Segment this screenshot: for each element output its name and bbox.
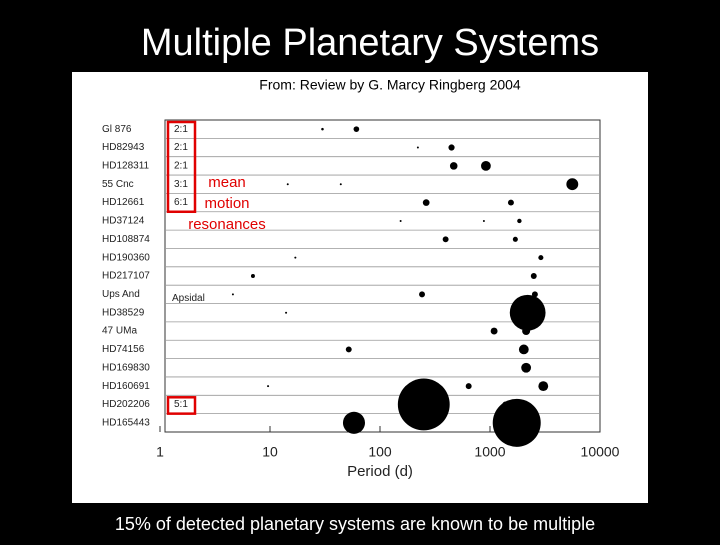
- resonance-label: 2:1: [174, 161, 188, 172]
- planet: [490, 327, 498, 335]
- planet: [416, 146, 419, 149]
- planet: [321, 127, 324, 131]
- plot-frame: [164, 119, 601, 433]
- x-tick-label: 100: [368, 444, 392, 460]
- note-label: Apsidal: [172, 293, 205, 304]
- planet: [518, 344, 529, 355]
- system-label: HD169830: [102, 362, 150, 373]
- x-tick-label: 1: [156, 444, 164, 460]
- resonance-label: 6:1: [174, 197, 188, 208]
- system-label: HD160691: [102, 381, 150, 392]
- planet: [512, 236, 518, 242]
- system-label: Ups And: [102, 289, 140, 300]
- system-label: 47 UMa: [102, 326, 137, 337]
- planet: [566, 178, 579, 191]
- planet: [286, 183, 289, 186]
- planet: [419, 291, 425, 298]
- planet: [538, 255, 544, 261]
- planet: [294, 256, 297, 259]
- system-label: HD37124: [102, 216, 145, 227]
- planet: [442, 236, 449, 243]
- planet: [521, 362, 532, 373]
- planet: [522, 327, 531, 336]
- planet: [342, 411, 366, 434]
- system-label: HD82943: [102, 142, 145, 153]
- planet: [507, 199, 514, 206]
- planet: [339, 183, 342, 186]
- planet: [465, 383, 472, 390]
- system-label: HD12661: [102, 197, 145, 208]
- planet: [285, 311, 288, 314]
- resonance-label: 3:1: [174, 179, 188, 190]
- resonance-box: [166, 396, 197, 415]
- system-label: HD190360: [102, 252, 150, 263]
- planet: [509, 294, 546, 331]
- x-tick-label: 1000: [474, 444, 505, 460]
- system-label: HD217107: [102, 271, 150, 282]
- system-label: HD38529: [102, 307, 145, 318]
- source-note: From: Review by G. Marcy Ringberg 2004: [259, 77, 521, 93]
- slide-title: Multiple Planetary Systems: [141, 22, 599, 64]
- x-axis-label: Period (d): [347, 463, 413, 480]
- planet: [422, 199, 430, 206]
- planet: [449, 162, 458, 170]
- planet: [517, 218, 522, 224]
- figure-panel: [72, 72, 648, 503]
- system-label: 55 Cnc: [102, 179, 134, 190]
- planet: [345, 346, 352, 353]
- system-label: HD128311: [102, 161, 150, 172]
- planet: [267, 385, 270, 388]
- x-tick-label: 10000: [581, 444, 620, 460]
- planet: [353, 126, 360, 133]
- system-label: HD165443: [102, 417, 150, 428]
- resonance-label: 2:1: [174, 124, 188, 135]
- system-label: Gl 876: [102, 124, 132, 135]
- planet: [231, 293, 234, 296]
- planet: [397, 378, 450, 431]
- planet: [530, 273, 537, 279]
- planet: [448, 144, 455, 151]
- planet: [250, 274, 255, 278]
- system-label: HD202206: [102, 399, 150, 410]
- planet: [492, 398, 541, 447]
- planet: [538, 381, 549, 392]
- x-tick-label: 10: [262, 444, 278, 460]
- resonance-label: 2:1: [174, 142, 188, 153]
- system-label: HD108874: [102, 234, 150, 245]
- resonance-label: 5:1: [174, 399, 188, 410]
- planet: [399, 219, 402, 222]
- planet: [481, 160, 491, 171]
- caption: 15% of detected planetary systems are kn…: [115, 514, 595, 534]
- planet: [482, 219, 485, 222]
- resonance-box: [166, 120, 197, 214]
- annotation: mean motion resonances: [188, 174, 266, 233]
- system-label: HD74156: [102, 344, 145, 355]
